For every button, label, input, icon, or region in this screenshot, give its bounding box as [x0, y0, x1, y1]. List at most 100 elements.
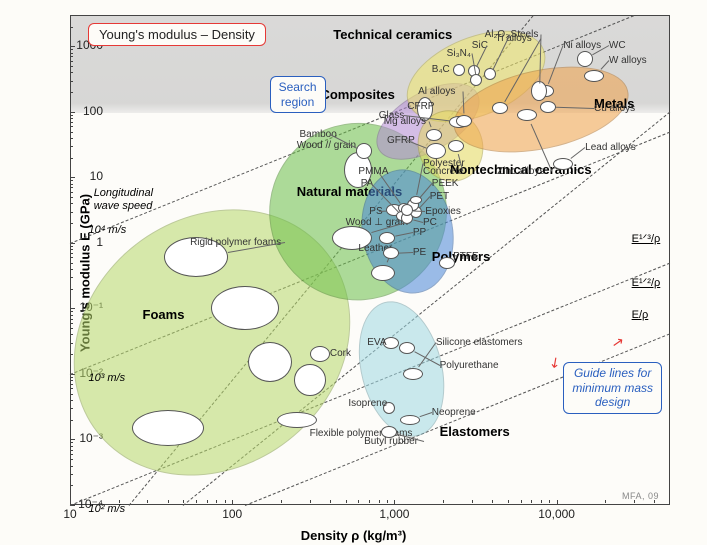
material-bubble	[492, 102, 508, 114]
x-minor-tick	[387, 500, 388, 503]
x-minor-tick	[330, 500, 331, 503]
y-minor-tick	[70, 485, 73, 486]
y-minor-tick	[70, 56, 73, 57]
y-minor-tick	[70, 446, 73, 447]
y-minor-tick	[70, 126, 73, 127]
y-minor-tick	[70, 269, 73, 270]
y-minor-tick	[70, 323, 73, 324]
x-axis-label: Density ρ (kg/m³)	[301, 528, 407, 543]
x-tick	[232, 500, 233, 505]
y-minor-tick	[70, 249, 73, 250]
x-minor-tick	[168, 500, 169, 503]
y-minor-tick	[70, 81, 73, 82]
y-tick-label: 10	[63, 169, 103, 183]
material-bubble	[332, 226, 372, 250]
x-tick-label: 10	[63, 507, 76, 521]
y-minor-tick	[70, 380, 73, 381]
x-minor-tick	[147, 500, 148, 503]
y-minor-tick	[70, 384, 73, 385]
material-bubble	[294, 364, 326, 396]
guide-ratio-label: E¹ᐟ²/ρ	[632, 276, 661, 289]
y-minor-tick	[70, 184, 73, 185]
material-bubble	[439, 257, 455, 269]
x-minor-tick	[196, 500, 197, 503]
guide-ratio-label: E¹ᐟ³/ρ	[632, 232, 661, 245]
material-bubble	[426, 143, 446, 159]
wave-speed-label: 10² m/s	[88, 503, 125, 515]
material-bubble	[577, 51, 593, 67]
material-bubble	[410, 196, 422, 204]
material-bubble	[383, 247, 399, 259]
y-minor-tick	[70, 61, 73, 62]
material-bubble	[248, 342, 292, 382]
x-minor-tick	[346, 500, 347, 503]
y-minor-tick	[70, 66, 73, 67]
y-minor-tick	[70, 187, 73, 188]
y-minor-tick	[70, 27, 73, 28]
y-minor-tick	[70, 192, 73, 193]
search-region-box: Searchregion	[270, 76, 326, 113]
material-bubble	[484, 68, 496, 80]
y-minor-tick	[70, 253, 73, 254]
y-minor-tick	[70, 408, 73, 409]
x-tick	[394, 500, 395, 505]
wave-speed-title: Longitudinalwave speed	[94, 187, 153, 211]
material-bubble	[399, 342, 415, 354]
x-minor-tick	[310, 500, 311, 503]
y-minor-tick	[70, 223, 73, 224]
y-minor-tick	[70, 466, 73, 467]
x-minor-tick	[549, 500, 550, 503]
y-minor-tick	[70, 474, 73, 475]
x-minor-tick	[492, 500, 493, 503]
y-minor-tick	[70, 289, 73, 290]
material-bubble	[401, 204, 413, 216]
x-minor-tick	[521, 500, 522, 503]
material-bubble	[400, 415, 420, 425]
guidelines-box: Guide lines forminimum massdesign	[563, 362, 662, 413]
y-minor-tick	[70, 146, 73, 147]
y-minor-tick	[70, 454, 73, 455]
y-minor-tick	[70, 72, 73, 73]
guide-ratio-label: E/ρ	[632, 309, 649, 321]
material-bubble	[381, 426, 397, 438]
x-tick-label: 10,000	[538, 507, 575, 521]
x-minor-tick	[216, 500, 217, 503]
credit-label: MFA, 09	[622, 491, 659, 501]
material-bubble	[379, 232, 395, 244]
x-minor-tick	[541, 500, 542, 503]
y-minor-tick	[70, 118, 73, 119]
y-minor-tick	[70, 212, 73, 213]
y-minor-tick	[70, 132, 73, 133]
y-minor-tick	[70, 53, 73, 54]
y-minor-tick	[70, 459, 73, 460]
y-minor-tick	[70, 343, 73, 344]
y-minor-tick	[70, 334, 73, 335]
material-bubble	[277, 412, 317, 428]
y-minor-tick	[70, 263, 73, 264]
wave-speed-label: 10⁴ m/s	[88, 224, 126, 236]
material-bubble	[383, 337, 399, 349]
y-minor-tick	[70, 257, 73, 258]
material-bubble	[426, 129, 442, 141]
x-tick	[557, 500, 558, 505]
y-minor-tick	[70, 400, 73, 401]
x-minor-tick	[605, 500, 606, 503]
material-bubble	[531, 81, 547, 101]
x-minor-tick	[379, 500, 380, 503]
y-minor-tick	[70, 328, 73, 329]
y-minor-tick	[70, 203, 73, 204]
x-minor-tick	[207, 500, 208, 503]
material-bubble	[132, 410, 204, 446]
chart-title-box: Young's modulus – Density	[88, 23, 266, 46]
y-minor-tick	[70, 450, 73, 451]
y-minor-tick	[70, 319, 73, 320]
x-minor-tick	[531, 500, 532, 503]
material-bubble	[517, 109, 537, 121]
material-bubble	[540, 101, 556, 113]
y-minor-tick	[70, 92, 73, 93]
x-minor-tick	[225, 500, 226, 503]
y-minor-tick	[70, 138, 73, 139]
y-tick-label: 100	[63, 104, 103, 118]
x-minor-tick	[472, 500, 473, 503]
y-minor-tick	[70, 277, 73, 278]
